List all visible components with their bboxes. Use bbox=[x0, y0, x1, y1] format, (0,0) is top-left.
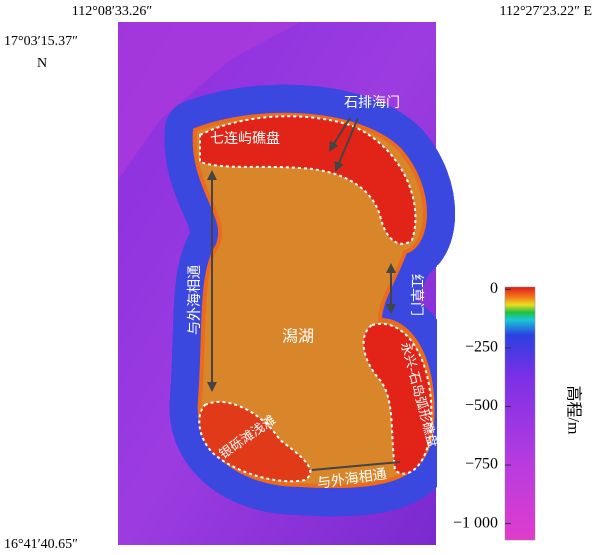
annotation: 与外海相通 bbox=[187, 265, 203, 335]
colorbar-label: 高程/m bbox=[564, 386, 582, 435]
tick-label: −750 bbox=[465, 456, 498, 473]
coordinate: 112°27′23.22″ E bbox=[499, 4, 592, 19]
annotation: 潟湖 bbox=[282, 328, 314, 346]
coordinate: 112°08′33.26″ bbox=[72, 4, 153, 19]
tick-label: −500 bbox=[465, 397, 498, 414]
annotation: 石排海门 bbox=[344, 95, 400, 111]
north-label: N bbox=[37, 56, 47, 71]
colorbar: 高程/m 0 −250 −500 −750 −1 000 bbox=[437, 265, 598, 555]
annotation: 红草门 bbox=[408, 274, 424, 316]
atoll bbox=[195, 115, 433, 486]
map: 石排海门 七连屿礁盘 红草门 与外海相通 潟湖 永兴-石岛弧形礁盘 银砾滩浅滩 … bbox=[118, 22, 441, 545]
coordinate: 17°03′15.37″ bbox=[4, 34, 78, 49]
tick-label: −1 000 bbox=[453, 514, 498, 531]
coordinate: 16°41′40.65″ bbox=[4, 537, 78, 552]
colorbar-scale bbox=[504, 286, 536, 541]
annotation: 七连屿礁盘 bbox=[210, 130, 280, 147]
tick-label: −250 bbox=[465, 339, 498, 356]
slope bbox=[118, 22, 300, 180]
tick-label: 0 bbox=[490, 280, 498, 297]
